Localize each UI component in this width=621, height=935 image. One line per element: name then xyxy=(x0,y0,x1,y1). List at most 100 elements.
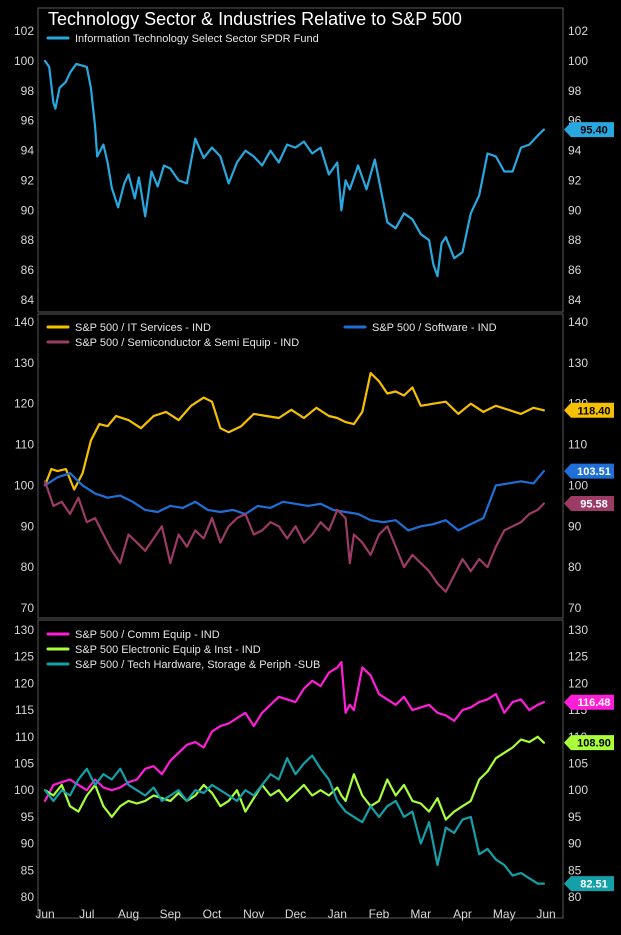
y-tick-right: 90 xyxy=(568,203,582,217)
y-tick-right: 100 xyxy=(568,54,588,68)
y-tick-left: 105 xyxy=(14,757,34,771)
x-tick-label: Aug xyxy=(118,907,139,921)
y-tick-right: 105 xyxy=(568,757,588,771)
y-tick-right: 98 xyxy=(568,84,582,98)
y-tick-right: 90 xyxy=(568,837,582,851)
y-tick-left: 125 xyxy=(14,650,34,664)
y-tick-left: 120 xyxy=(14,676,34,690)
y-tick-left: 92 xyxy=(21,173,35,187)
legend-entry: S&P 500 / Semiconductor & Semi Equip - I… xyxy=(75,337,299,349)
y-tick-left: 80 xyxy=(21,560,35,574)
last-value-badge xyxy=(564,402,614,418)
last-value-badge xyxy=(564,122,614,138)
legend-entry: S&P 500 / Comm Equip - IND xyxy=(75,629,220,641)
legend-entry: Information Technology Select Sector SPD… xyxy=(75,33,319,45)
panel-bottom: 8080858590909595100100105105110110115115… xyxy=(14,619,614,919)
x-tick-label: Sep xyxy=(160,907,182,921)
y-tick-left: 88 xyxy=(21,233,35,247)
x-tick-label: Jul xyxy=(79,907,94,921)
last-value-badge xyxy=(564,463,614,479)
x-tick-label: Oct xyxy=(203,907,222,921)
y-tick-left: 120 xyxy=(14,397,34,411)
series-line xyxy=(43,470,546,532)
y-tick-left: 94 xyxy=(21,144,35,158)
legend-entry: S&P 500 / Tech Hardware, Storage & Perip… xyxy=(75,659,320,671)
y-tick-right: 100 xyxy=(568,783,588,797)
y-tick-left: 70 xyxy=(21,601,35,615)
y-tick-right: 110 xyxy=(568,438,587,452)
y-tick-right: 130 xyxy=(568,623,588,637)
y-tick-left: 100 xyxy=(14,54,34,68)
y-tick-left: 102 xyxy=(14,24,34,38)
y-tick-left: 90 xyxy=(21,837,35,851)
y-tick-right: 125 xyxy=(568,650,588,664)
y-tick-left: 90 xyxy=(21,203,35,217)
panel-border xyxy=(37,313,564,619)
last-value-label: 95.40 xyxy=(580,125,608,137)
last-value-badge xyxy=(564,735,614,751)
panel-border xyxy=(37,7,564,313)
series-line xyxy=(43,735,546,821)
last-value-label: 118.40 xyxy=(577,405,610,417)
y-tick-right: 80 xyxy=(568,890,582,904)
last-value-label: 116.48 xyxy=(577,697,610,709)
y-tick-right: 130 xyxy=(568,356,588,370)
y-tick-right: 80 xyxy=(568,560,582,574)
y-tick-left: 110 xyxy=(15,438,34,452)
y-tick-right: 102 xyxy=(568,24,588,38)
x-tick-label: Mar xyxy=(410,907,431,921)
y-tick-left: 100 xyxy=(14,478,34,492)
x-tick-label: Feb xyxy=(369,907,390,921)
series-line xyxy=(43,59,546,278)
y-tick-left: 80 xyxy=(21,890,35,904)
last-value-badge xyxy=(564,694,614,710)
y-tick-right: 90 xyxy=(568,519,582,533)
legend-entry: S&P 500 / IT Services - IND xyxy=(75,322,211,334)
last-value-label: 95.58 xyxy=(580,498,608,510)
y-tick-left: 95 xyxy=(21,810,35,824)
y-tick-left: 86 xyxy=(21,263,35,277)
y-tick-right: 85 xyxy=(568,863,582,877)
y-tick-left: 84 xyxy=(21,293,35,307)
y-tick-left: 130 xyxy=(14,623,34,637)
y-tick-left: 110 xyxy=(15,730,34,744)
y-tick-right: 92 xyxy=(568,173,582,187)
y-tick-left: 130 xyxy=(14,356,34,370)
x-tick-label: Jun xyxy=(536,907,555,921)
y-tick-right: 70 xyxy=(568,601,582,615)
last-value-label: 103.51 xyxy=(577,466,611,478)
y-tick-right: 140 xyxy=(568,315,588,329)
y-tick-right: 86 xyxy=(568,263,582,277)
last-value-badge xyxy=(564,495,614,511)
series-line xyxy=(43,660,546,803)
series-line xyxy=(43,372,546,491)
y-tick-left: 115 xyxy=(15,703,34,717)
legend-entry: S&P 500 Electronic Equip & Inst - IND xyxy=(75,644,261,656)
x-tick-label: Jun xyxy=(35,907,54,921)
x-tick-label: May xyxy=(493,907,516,921)
series-line xyxy=(43,480,546,593)
y-tick-left: 85 xyxy=(21,863,35,877)
y-tick-left: 98 xyxy=(21,84,35,98)
x-tick-label: Nov xyxy=(243,907,264,921)
y-tick-right: 120 xyxy=(568,676,588,690)
y-tick-left: 100 xyxy=(14,783,34,797)
legend-entry: S&P 500 / Software - IND xyxy=(372,322,497,334)
last-value-label: 82.51 xyxy=(580,879,608,891)
panel-middle: 7070808090901001001101101201201301301401… xyxy=(14,313,614,619)
last-value-label: 108.90 xyxy=(577,738,611,750)
y-tick-right: 95 xyxy=(568,810,582,824)
y-tick-left: 140 xyxy=(14,315,34,329)
y-tick-right: 88 xyxy=(568,233,582,247)
x-tick-label: Jan xyxy=(328,907,347,921)
x-tick-label: Apr xyxy=(453,907,472,921)
x-tick-label: Dec xyxy=(285,907,306,921)
y-tick-right: 94 xyxy=(568,144,582,158)
series-line xyxy=(43,754,546,885)
y-tick-right: 100 xyxy=(568,478,588,492)
y-tick-right: 84 xyxy=(568,293,582,307)
last-value-badge xyxy=(564,876,614,892)
